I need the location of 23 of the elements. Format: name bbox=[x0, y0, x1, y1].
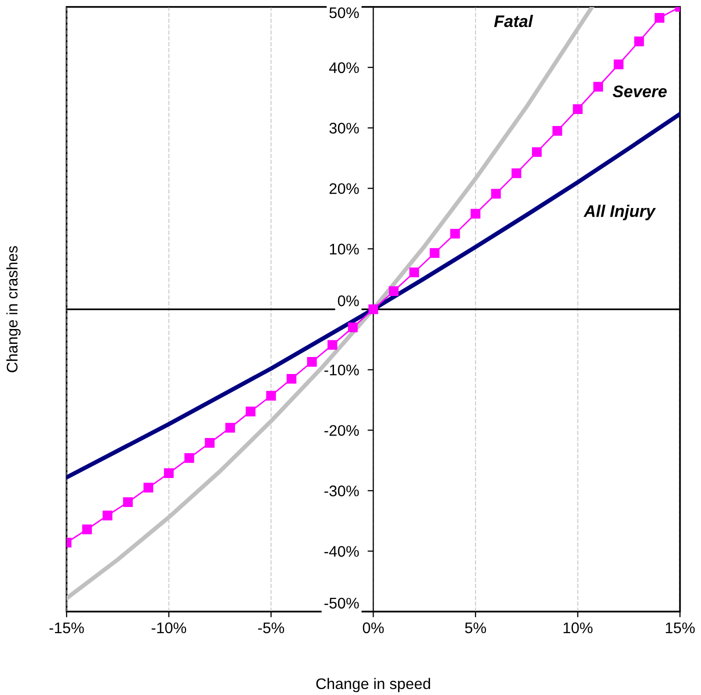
x-axis-title: Change in speed bbox=[316, 678, 430, 692]
y-tick-label: 30% bbox=[329, 122, 359, 134]
x-tick-label: 0% bbox=[362, 622, 384, 634]
y-tick-label: -50% bbox=[324, 598, 359, 609]
y-tick-label: 50% bbox=[329, 7, 359, 18]
text: Fatal bbox=[494, 14, 534, 28]
y-tick-label: 20% bbox=[330, 183, 359, 194]
y-tick-label: -10% bbox=[324, 364, 359, 376]
y-tick-label: 0% bbox=[338, 295, 359, 306]
x-tick-label: -15% bbox=[49, 622, 84, 634]
y-tick-label: -20% bbox=[324, 425, 359, 436]
series-label: All Injury bbox=[584, 204, 656, 220]
series-label: Severe bbox=[612, 85, 667, 98]
y-tick-label: -30% bbox=[324, 486, 359, 496]
x-tick-label: -5% bbox=[258, 622, 284, 634]
y-tick-label: 10% bbox=[330, 244, 359, 254]
y-tick-label: -40% bbox=[324, 546, 359, 557]
y-tick-label: 40% bbox=[329, 62, 359, 74]
x-tick-label: -10% bbox=[152, 622, 186, 634]
y-axis-title: Change in crashes bbox=[6, 246, 21, 372]
x-tick-label: 15% bbox=[666, 622, 695, 634]
x-tick-label: 5% bbox=[465, 622, 486, 634]
x-tick-label: 10% bbox=[564, 622, 592, 634]
